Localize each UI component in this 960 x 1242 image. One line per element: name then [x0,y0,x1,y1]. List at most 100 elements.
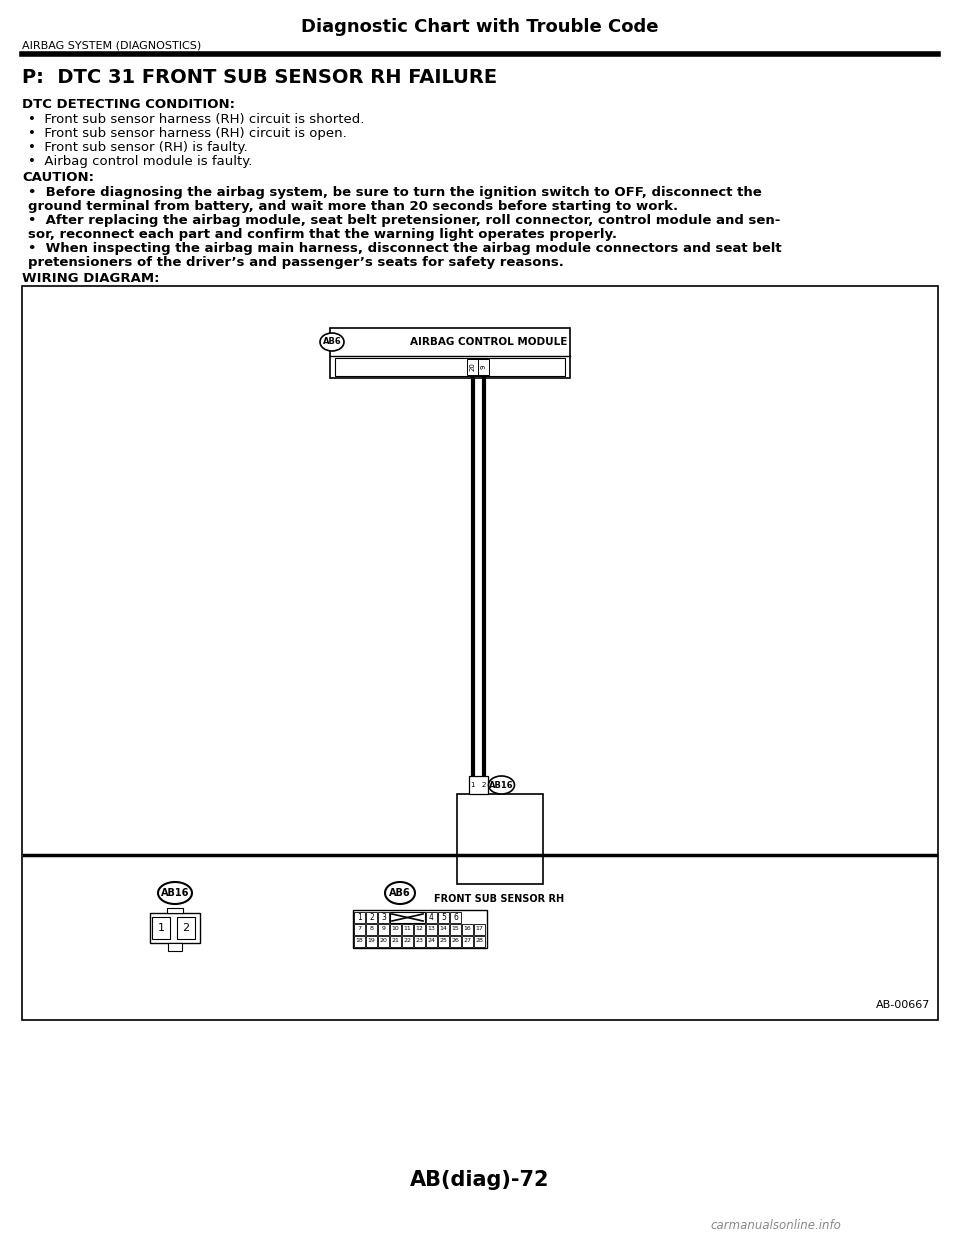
Text: 3: 3 [381,913,386,922]
Text: 9: 9 [481,365,487,369]
Text: 16: 16 [464,927,471,932]
Bar [402,936,413,946]
Bar [438,936,449,946]
Text: •  Before diagnosing the airbag system, be sure to turn the ignition switch to O: • Before diagnosing the airbag system, b… [28,186,761,199]
Bar [414,936,425,946]
Text: WIRING DIAGRAM:: WIRING DIAGRAM: [22,272,159,284]
Text: AB16: AB16 [161,888,189,898]
Bar [378,924,389,935]
Ellipse shape [489,776,515,794]
Text: DTC DETECTING CONDITION:: DTC DETECTING CONDITION: [22,98,235,111]
Bar [462,936,473,946]
Bar [426,936,437,946]
Text: 20: 20 [379,939,388,944]
Bar [426,912,437,923]
Text: sor, reconnect each part and confirm that the warning light operates properly.: sor, reconnect each part and confirm tha… [28,229,617,241]
Text: 13: 13 [427,927,436,932]
Bar [438,924,449,935]
Bar [426,924,437,935]
Text: 22: 22 [403,939,412,944]
Bar [402,924,413,935]
Text: •  Front sub sensor harness (RH) circuit is open.: • Front sub sensor harness (RH) circuit … [28,127,347,140]
Text: FRONT SUB SENSOR RH: FRONT SUB SENSOR RH [435,894,564,904]
Bar [474,936,485,946]
Bar [366,924,377,935]
Bar [354,912,365,923]
Text: 24: 24 [427,939,436,944]
Text: 8: 8 [370,927,373,932]
Bar [450,924,461,935]
Text: Diagnostic Chart with Trouble Code: Diagnostic Chart with Trouble Code [301,17,659,36]
Bar [353,910,487,948]
Bar [378,912,389,923]
Text: CAUTION:: CAUTION: [22,171,94,184]
Text: 23: 23 [416,939,423,944]
Text: 11: 11 [403,927,412,932]
Text: P:  DTC 31 FRONT SUB SENSOR RH FAILURE: P: DTC 31 FRONT SUB SENSOR RH FAILURE [22,68,497,87]
Text: 27: 27 [464,939,471,944]
Text: 2: 2 [370,913,373,922]
Bar [330,328,570,378]
Text: 4: 4 [429,913,434,922]
Bar [150,913,200,943]
Bar [152,917,170,939]
Text: 20: 20 [469,363,475,371]
Bar [366,912,377,923]
Text: •  Front sub sensor harness (RH) circuit is shorted.: • Front sub sensor harness (RH) circuit … [28,113,365,125]
Text: pretensioners of the driver’s and passenger’s seats for safety reasons.: pretensioners of the driver’s and passen… [28,256,564,270]
Text: 6: 6 [453,913,458,922]
Text: 1: 1 [157,923,164,933]
Text: carmanualsonline.info: carmanualsonline.info [710,1218,841,1232]
Text: AIRBAG CONTROL MODULE: AIRBAG CONTROL MODULE [410,337,567,347]
Bar [378,936,389,946]
Bar [22,286,938,1020]
Bar [354,924,365,935]
Text: 28: 28 [475,939,484,944]
Bar [390,936,401,946]
Bar [168,943,182,951]
Text: AB-00667: AB-00667 [876,1000,930,1010]
Text: AB16: AB16 [490,780,514,790]
Bar [366,936,377,946]
Text: 12: 12 [416,927,423,932]
Bar [167,908,183,913]
Text: 25: 25 [440,939,447,944]
Text: 21: 21 [392,939,399,944]
Text: AIRBAG SYSTEM (DIAGNOSTICS): AIRBAG SYSTEM (DIAGNOSTICS) [22,40,202,50]
Bar [457,794,542,884]
Bar [390,924,401,935]
Text: 18: 18 [355,939,364,944]
Text: 1: 1 [357,913,362,922]
Bar [335,358,565,376]
Text: 14: 14 [440,927,447,932]
Text: AB(diag)-72: AB(diag)-72 [410,1170,550,1190]
Bar [478,359,489,375]
Text: 2: 2 [182,923,189,933]
Ellipse shape [158,882,192,904]
Text: 19: 19 [368,939,375,944]
Bar [462,924,473,935]
Text: 1: 1 [470,782,475,787]
Text: 5: 5 [441,913,446,922]
Text: 26: 26 [451,939,460,944]
Bar [468,776,488,794]
Bar [438,912,449,923]
Text: •  After replacing the airbag module, seat belt pretensioner, roll connector, co: • After replacing the airbag module, sea… [28,214,780,227]
Text: 9: 9 [381,927,386,932]
Bar [354,936,365,946]
Bar [390,912,425,923]
Text: 2: 2 [481,782,486,787]
Text: 7: 7 [357,927,362,932]
Bar [450,936,461,946]
Text: 17: 17 [475,927,484,932]
Ellipse shape [320,333,344,351]
Bar [414,924,425,935]
Ellipse shape [385,882,415,904]
Text: 10: 10 [392,927,399,932]
Text: ground terminal from battery, and wait more than 20 seconds before starting to w: ground terminal from battery, and wait m… [28,200,678,212]
Bar [450,912,461,923]
Text: •  When inspecting the airbag main harness, disconnect the airbag module connect: • When inspecting the airbag main harnes… [28,242,781,255]
Text: •  Front sub sensor (RH) is faulty.: • Front sub sensor (RH) is faulty. [28,142,248,154]
Text: AB6: AB6 [323,338,342,347]
Bar [467,359,478,375]
